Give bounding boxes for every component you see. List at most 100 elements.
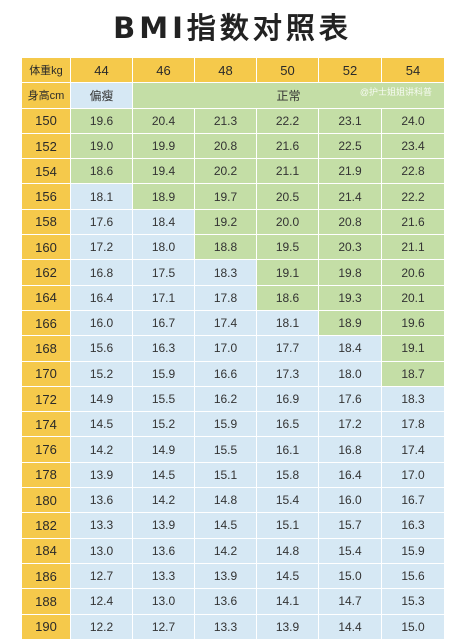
height-cell: 150 (21, 107, 71, 134)
bmi-cell-underweight: 17.8 (194, 284, 257, 311)
bmi-cell-underweight: 16.7 (132, 309, 195, 337)
bmi-cell-underweight: 16.0 (318, 487, 382, 514)
weight-header-cell: 52 (318, 56, 382, 84)
bmi-cell-underweight: 15.8 (256, 461, 319, 489)
weight-header-cell: 54 (381, 56, 445, 84)
bmi-cell-normal: 18.6 (70, 158, 133, 185)
bmi-cell-normal: 23.4 (381, 132, 445, 160)
bmi-cell-normal: 22.8 (381, 158, 445, 185)
bmi-cell-underweight: 15.9 (381, 537, 445, 564)
bmi-cell-underweight: 14.2 (70, 436, 133, 463)
bmi-cell-underweight: 14.8 (194, 487, 257, 514)
bmi-cell-underweight: 17.6 (318, 385, 382, 413)
weight-header-cell: 50 (256, 56, 319, 84)
table-row: 184 13.0 13.6 14.2 14.8 15.4 15.9 (21, 537, 445, 564)
bmi-cell-underweight: 16.4 (318, 461, 382, 489)
height-cell: 160 (21, 234, 71, 261)
bmi-cell-normal: 18.9 (318, 309, 382, 337)
bmi-cell-underweight: 13.3 (194, 613, 257, 640)
bmi-cell-underweight: 16.4 (70, 284, 133, 311)
bmi-cell-normal: 19.5 (256, 234, 319, 261)
bmi-cell-normal: 20.3 (318, 234, 382, 261)
bmi-cell-underweight: 13.9 (256, 613, 319, 640)
height-cell: 170 (21, 360, 71, 387)
bmi-cell-underweight: 15.0 (381, 613, 445, 640)
normal-label-text: 正常 (276, 88, 301, 103)
bmi-cell-underweight: 12.4 (70, 588, 133, 615)
height-cell: 186 (21, 562, 71, 590)
bmi-cell-normal: 23.1 (318, 107, 382, 134)
bmi-cell-underweight: 14.9 (70, 385, 133, 413)
height-cell: 172 (21, 385, 71, 413)
bmi-cell-underweight: 17.2 (318, 411, 382, 438)
category-header-row: 身高cm 偏瘦 正常 @护士姐姐讲科普 (21, 82, 445, 109)
bmi-cell-normal: 22.2 (256, 107, 319, 134)
bmi-cell-normal: 18.9 (132, 183, 195, 210)
height-cell: 152 (21, 132, 71, 160)
weight-header-cell: 44 (70, 56, 133, 84)
bmi-cell-normal: 20.8 (194, 132, 257, 160)
table-row: 180 13.6 14.2 14.8 15.4 16.0 16.7 (21, 487, 445, 514)
bmi-cell-underweight: 18.4 (318, 335, 382, 362)
bmi-cell-underweight: 15.0 (318, 562, 382, 590)
bmi-cell-normal: 19.4 (132, 158, 195, 185)
bmi-cell-underweight: 15.1 (256, 512, 319, 539)
bmi-cell-underweight: 17.8 (381, 411, 445, 438)
bmi-cell-underweight: 13.0 (70, 537, 133, 564)
height-cell: 168 (21, 335, 71, 362)
table-row: 188 12.4 13.0 13.6 14.1 14.7 15.3 (21, 588, 445, 615)
bmi-cell-underweight: 15.2 (132, 411, 195, 438)
bmi-cell-underweight: 17.1 (132, 284, 195, 311)
weight-header-cell: 46 (132, 56, 195, 84)
bmi-cell-underweight: 14.7 (318, 588, 382, 615)
bmi-cell-normal: 21.4 (318, 183, 382, 210)
bmi-cell-underweight: 13.9 (132, 512, 195, 539)
weight-header-cell: 48 (194, 56, 257, 84)
bmi-cell-underweight: 13.3 (70, 512, 133, 539)
bmi-cell-underweight: 17.0 (194, 335, 257, 362)
table-row: 172 14.9 15.5 16.2 16.9 17.6 18.3 (21, 385, 445, 413)
table-row: 150 19.6 20.4 21.3 22.2 23.1 24.0 (21, 107, 445, 134)
table-row: 186 12.7 13.3 13.9 14.5 15.0 15.6 (21, 562, 445, 590)
bmi-cell-underweight: 16.1 (256, 436, 319, 463)
weight-header-row: 体重kg 44 46 48 50 52 54 (21, 56, 445, 84)
bmi-cell-normal: 21.1 (256, 158, 319, 185)
bmi-cell-normal: 19.1 (381, 335, 445, 362)
underweight-label: 偏瘦 (70, 82, 133, 109)
bmi-cell-underweight: 17.7 (256, 335, 319, 362)
bmi-cell-underweight: 14.2 (194, 537, 257, 564)
bmi-cell-underweight: 16.0 (70, 309, 133, 337)
bmi-cell-normal: 18.7 (381, 360, 445, 387)
table-row: 164 16.4 17.1 17.8 18.6 19.3 20.1 (21, 284, 445, 311)
bmi-cell-underweight: 13.3 (132, 562, 195, 590)
bmi-cell-normal: 19.7 (194, 183, 257, 210)
bmi-cell-underweight: 14.5 (70, 411, 133, 438)
bmi-cell-underweight: 17.0 (381, 461, 445, 489)
bmi-cell-normal: 19.6 (381, 309, 445, 337)
table-row: 170 15.2 15.9 16.6 17.3 18.0 18.7 (21, 360, 445, 387)
table-row: 160 17.2 18.0 18.8 19.5 20.3 21.1 (21, 234, 445, 261)
normal-label: 正常 @护士姐姐讲科普 (132, 82, 445, 109)
bmi-cell-underweight: 15.4 (318, 537, 382, 564)
bmi-cell-underweight: 12.7 (132, 613, 195, 640)
bmi-cell-normal: 19.2 (194, 208, 257, 236)
height-cell: 174 (21, 411, 71, 438)
bmi-cell-normal: 20.4 (132, 107, 195, 134)
bmi-cell-underweight: 17.2 (70, 234, 133, 261)
bmi-cell-normal: 19.1 (256, 259, 319, 286)
weight-header-label: 体重kg (21, 56, 71, 84)
bmi-cell-underweight: 13.6 (194, 588, 257, 615)
bmi-cell-normal: 20.8 (318, 208, 382, 236)
height-cell: 184 (21, 537, 71, 564)
bmi-cell-normal: 19.9 (132, 132, 195, 160)
height-cell: 178 (21, 461, 71, 489)
watermark-text: @护士姐姐讲科普 (359, 87, 432, 98)
bmi-cell-underweight: 18.0 (132, 234, 195, 261)
bmi-cell-normal: 20.2 (194, 158, 257, 185)
table-row: 182 13.3 13.9 14.5 15.1 15.7 16.3 (21, 512, 445, 539)
bmi-cell-normal: 20.0 (256, 208, 319, 236)
bmi-cell-underweight: 16.3 (381, 512, 445, 539)
bmi-cell-underweight: 16.8 (318, 436, 382, 463)
bmi-cell-normal: 21.6 (381, 208, 445, 236)
table-row: 190 12.2 12.7 13.3 13.9 14.4 15.0 (21, 613, 445, 640)
